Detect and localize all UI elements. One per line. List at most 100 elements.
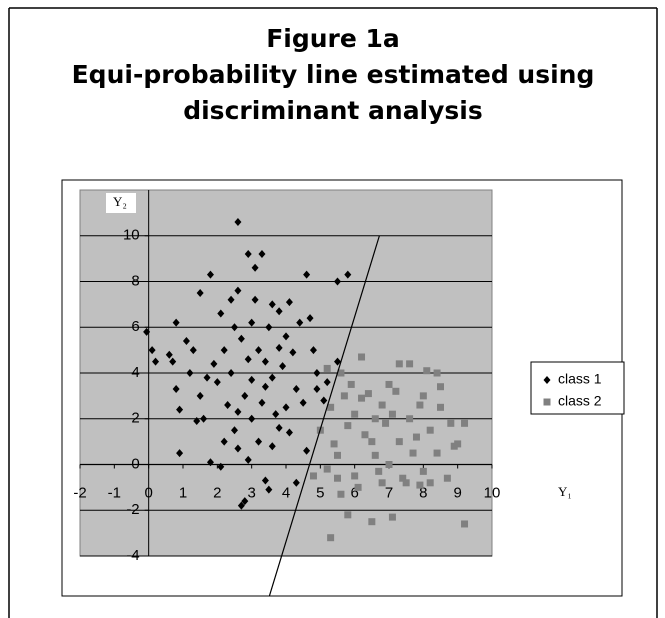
point <box>189 346 197 355</box>
point <box>454 440 462 448</box>
point <box>416 481 424 489</box>
point <box>323 364 331 372</box>
point <box>248 414 256 423</box>
point <box>165 350 173 359</box>
point <box>251 295 259 304</box>
point <box>176 449 184 458</box>
point <box>368 518 376 526</box>
point <box>392 387 400 395</box>
point <box>244 250 252 259</box>
point <box>227 369 235 377</box>
y-tick-label: 6 <box>131 318 139 335</box>
point <box>416 401 424 409</box>
point <box>258 250 266 259</box>
point <box>303 446 311 455</box>
point <box>261 382 269 391</box>
point <box>543 398 551 406</box>
point <box>344 270 352 279</box>
point <box>186 369 194 377</box>
y-tick-label: 2 <box>131 410 139 427</box>
point <box>402 479 410 487</box>
point <box>203 373 211 382</box>
point <box>248 318 256 327</box>
point <box>395 360 403 368</box>
point <box>358 353 366 361</box>
point <box>169 357 177 366</box>
point <box>361 431 369 439</box>
x-tick-label: 1 <box>179 484 187 501</box>
point <box>395 438 403 446</box>
point <box>543 376 551 384</box>
y-tick-label: -2 <box>126 501 139 518</box>
point <box>313 369 321 377</box>
point <box>412 433 420 441</box>
point <box>426 479 434 487</box>
point <box>409 449 417 457</box>
point <box>234 286 242 295</box>
point <box>320 396 328 405</box>
point <box>248 375 256 384</box>
point <box>327 534 335 542</box>
point <box>227 295 235 304</box>
point <box>344 511 352 519</box>
point <box>282 332 290 341</box>
point <box>303 270 311 279</box>
title-line: Equi-probability line estimated using <box>72 60 595 89</box>
point <box>378 479 386 487</box>
point <box>231 426 238 435</box>
point <box>461 520 469 528</box>
point <box>344 422 352 430</box>
x-tick-label: -2 <box>73 484 86 501</box>
point <box>251 263 259 272</box>
x-tick-label: 3 <box>247 484 255 501</box>
point <box>172 318 180 327</box>
point <box>241 497 249 506</box>
point <box>334 277 341 286</box>
x-tick-label: 6 <box>350 484 358 501</box>
point <box>255 437 263 446</box>
legend-label: class 1 <box>558 371 602 387</box>
y-tick-label: 4 <box>131 364 139 381</box>
point <box>143 327 151 336</box>
point <box>364 390 372 398</box>
point <box>234 407 242 416</box>
point <box>279 362 287 371</box>
point <box>234 444 242 453</box>
point <box>193 417 201 426</box>
x-tick-label: 4 <box>282 484 290 501</box>
point <box>323 378 331 387</box>
point <box>371 415 379 423</box>
point <box>309 472 317 480</box>
y-label-box <box>106 193 136 213</box>
point <box>385 461 393 468</box>
point <box>182 336 190 345</box>
y-tick-label: 10 <box>123 227 140 244</box>
point <box>378 401 386 409</box>
x-tick-label: -1 <box>108 484 121 501</box>
point <box>196 288 204 297</box>
x-tick-label: 2 <box>213 484 221 501</box>
point <box>172 385 180 394</box>
point <box>285 298 293 307</box>
x-tick-label: 10 <box>484 484 501 501</box>
point <box>285 428 293 437</box>
title-line: Figure 1a <box>266 24 400 53</box>
point <box>224 401 232 410</box>
point <box>337 490 345 498</box>
point <box>375 467 383 475</box>
point <box>437 383 444 391</box>
point <box>313 385 321 394</box>
point <box>306 314 314 323</box>
point <box>461 419 469 427</box>
point <box>282 403 290 412</box>
point <box>148 346 156 355</box>
point <box>447 419 455 427</box>
legend-label: class 2 <box>558 393 602 409</box>
point <box>206 270 214 279</box>
point <box>419 392 427 400</box>
x-tick-label: 9 <box>453 484 461 501</box>
equi-probability-line <box>268 235 380 596</box>
legend <box>530 361 625 415</box>
point <box>388 513 396 521</box>
